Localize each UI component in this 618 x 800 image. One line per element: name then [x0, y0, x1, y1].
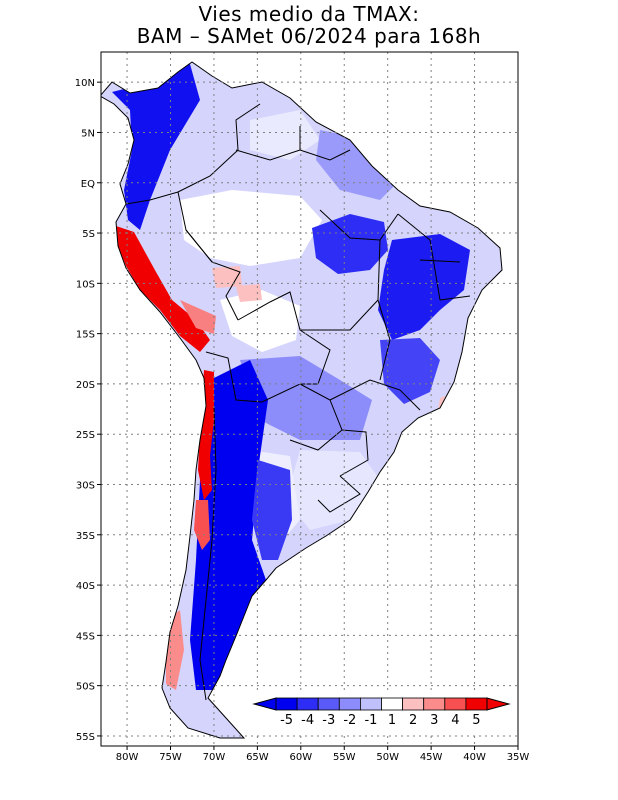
lat-tick-label: 25S: [76, 430, 95, 441]
bias-region-plus4-chile-central: [194, 500, 210, 550]
colorbar-label: -5: [280, 713, 293, 728]
colorbar-swatch: [402, 697, 425, 711]
border-venezuela-brazil: [235, 126, 301, 161]
colorbar-swatch: [423, 697, 446, 711]
colorbar-swatch: [359, 697, 382, 711]
lat-tick-label: 30S: [76, 480, 95, 491]
colorbar-label: 3: [430, 713, 438, 728]
neutral-region-guiana: [250, 110, 320, 160]
colorbar-label: 5: [472, 713, 480, 728]
lat-tick-label: 20S: [76, 380, 95, 391]
bias-region-minus4-bahia: [380, 338, 440, 404]
lat-tick-label: 10N: [75, 78, 95, 89]
colorbar-label: -3: [322, 713, 335, 728]
colorbar-over-arrow: [486, 697, 511, 711]
map-title-line1: Vies medio da TMAX:: [198, 2, 420, 26]
border-peru-brazil: [185, 229, 241, 321]
latitude-axis: 10N 5N EQ 5S 10S 15S 20S 25S 30S 35S 40S 45S 50S 55S: [75, 78, 101, 743]
colorbar-label: 2: [409, 713, 417, 728]
border-guianas: [299, 149, 351, 161]
lat-tick-label: 45S: [76, 631, 95, 642]
country-borders: [101, 61, 503, 739]
colorbar-label: -4: [301, 713, 314, 728]
border-chile-argentina: [199, 405, 217, 701]
neutral-region-amazon: [180, 190, 322, 266]
lon-tick-label: 35W: [507, 752, 530, 763]
border-brazil-states-2: [377, 239, 391, 381]
lon-tick-label: 80W: [116, 752, 139, 763]
longitude-axis: 80W 75W 70W 65W 60W 55W 50W 45W 40W 35W: [116, 746, 530, 763]
bias-region-minus5-andes-north: [112, 64, 200, 230]
bias-region-plus2-central: [236, 284, 262, 302]
colorbar-label: 4: [451, 713, 459, 728]
bias-region-minus3-center: [240, 356, 372, 440]
colorbar-swatch: [444, 697, 467, 711]
border-brazil-states-4: [329, 379, 421, 411]
colorbar-background: [252, 690, 512, 734]
colorbar-swatch: [317, 697, 340, 711]
border-brazil-states-1: [319, 209, 399, 241]
bias-region-minus5-northeast: [378, 234, 470, 340]
lat-tick-label: 10S: [76, 279, 95, 290]
border-uruguay: [317, 475, 361, 513]
bias-region-plus5-peru-coast: [116, 226, 210, 352]
map-frame: [100, 51, 519, 747]
lat-tick-label: 40S: [76, 581, 95, 592]
lon-tick-label: 70W: [203, 752, 226, 763]
bias-region-minus5-tapajos: [312, 214, 388, 274]
lon-tick-label: 60W: [290, 752, 313, 763]
colorbar-swatch: [296, 697, 319, 711]
lat-tick-label: 35S: [76, 531, 95, 542]
border-brazil-states-3: [300, 299, 379, 331]
lon-tick-label: 50W: [376, 752, 399, 763]
colorbar-label: -1: [364, 713, 377, 728]
colorbar-swatch: [338, 697, 361, 711]
colorbar-swatch: [465, 697, 488, 711]
lat-tick-label: 50S: [76, 682, 95, 693]
lon-tick-label: 40W: [463, 752, 486, 763]
lon-tick-label: 65W: [246, 752, 269, 763]
bias-region-plus3-peru-inland: [180, 300, 216, 334]
lon-tick-label: 45W: [420, 752, 443, 763]
colorbar: -5 -4 -3 -2 -1 1 2 3 4 5: [252, 690, 512, 734]
border-argentina-brazil: [339, 429, 369, 477]
colorbar-label: 1: [388, 713, 396, 728]
coastline: [101, 61, 503, 739]
lat-tick-label: EQ: [81, 179, 95, 190]
colorbar-swatch: [275, 697, 298, 711]
lat-tick-label: 5N: [81, 128, 95, 139]
neutral-region-central: [220, 290, 300, 352]
border-brazil-states-5: [397, 213, 471, 301]
bias-region-plus2-tapajos: [212, 266, 242, 288]
border-bolivia-brazil: [237, 291, 331, 385]
border-colombia-brazil: [177, 103, 261, 193]
colorbar-swatch: [381, 697, 404, 711]
map-title-line2: BAM – SAMet 06/2024 para 168h: [136, 24, 482, 48]
colorbar-label: -2: [343, 713, 356, 728]
lat-tick-label: 5S: [82, 229, 95, 240]
lat-tick-label: 15S: [76, 330, 95, 341]
lat-tick-label: 55S: [76, 732, 95, 743]
border-bolivia-chile: [205, 351, 318, 403]
lon-tick-label: 55W: [333, 752, 356, 763]
lon-tick-label: 75W: [159, 752, 182, 763]
